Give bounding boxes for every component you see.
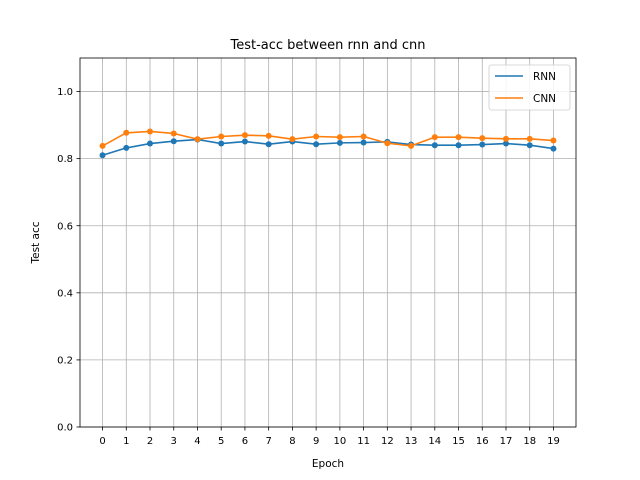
data-point-cnn bbox=[360, 133, 367, 140]
axis-ticks: 0 1 2 3 4 5 6 7 8 9 10 11 12 13 14 15 16 17 18 190.00.20.40… bbox=[57, 87, 560, 447]
data-point-cnn bbox=[526, 135, 533, 142]
data-point-rnn bbox=[99, 152, 106, 159]
data-point-cnn bbox=[218, 133, 225, 140]
legend-label-cnn: CNN bbox=[533, 93, 556, 105]
data-point-rnn bbox=[218, 140, 225, 147]
x-tick-label: 15 bbox=[452, 436, 465, 447]
x-tick-label: 4 bbox=[194, 436, 200, 447]
series-line-rnn bbox=[102, 138, 554, 157]
data-point-cnn bbox=[289, 136, 296, 143]
series-line-cnn bbox=[102, 130, 554, 147]
data-point-cnn bbox=[479, 135, 486, 142]
x-tick-label: 10 bbox=[333, 436, 346, 447]
x-tick-label: 6 bbox=[242, 436, 248, 447]
data-point-rnn bbox=[431, 142, 438, 149]
series-rnn bbox=[99, 136, 557, 159]
data-point-rnn bbox=[265, 141, 272, 148]
data-point-cnn bbox=[431, 134, 438, 141]
data-point-cnn bbox=[336, 134, 343, 141]
x-tick-label: 0 bbox=[99, 436, 105, 447]
x-tick-label: 18 bbox=[523, 436, 536, 447]
x-tick-label: 11 bbox=[357, 436, 370, 447]
data-point-rnn bbox=[170, 138, 177, 145]
data-point-rnn bbox=[123, 144, 130, 151]
x-tick-label: 19 bbox=[547, 436, 560, 447]
data-point-cnn bbox=[384, 140, 391, 147]
data-point-rnn bbox=[360, 139, 367, 146]
grid bbox=[80, 58, 576, 428]
data-point-cnn bbox=[265, 132, 272, 139]
series-layer bbox=[99, 128, 557, 159]
data-point-cnn bbox=[550, 137, 557, 144]
data-point-cnn bbox=[194, 136, 201, 143]
series-cnn bbox=[99, 128, 557, 149]
y-tick-label: 0.2 bbox=[57, 356, 73, 367]
x-tick-label: 1 bbox=[123, 436, 129, 447]
data-point-rnn bbox=[526, 142, 533, 149]
x-tick-label: 8 bbox=[289, 436, 295, 447]
x-axis-label: Epoch bbox=[312, 458, 344, 470]
x-tick-label: 14 bbox=[428, 436, 441, 447]
data-point-cnn bbox=[502, 135, 509, 142]
x-tick-label: 16 bbox=[476, 436, 489, 447]
plot-frame bbox=[79, 57, 577, 428]
y-tick-label: 0.8 bbox=[57, 154, 73, 165]
y-tick-label: 0.6 bbox=[57, 221, 73, 232]
x-tick-label: 17 bbox=[500, 436, 513, 447]
data-point-cnn bbox=[313, 133, 320, 140]
data-point-rnn bbox=[455, 142, 462, 149]
data-point-rnn bbox=[502, 140, 509, 147]
data-point-rnn bbox=[550, 145, 557, 152]
x-tick-label: 13 bbox=[405, 436, 418, 447]
x-tick-label: 3 bbox=[171, 436, 177, 447]
y-tick-label: 0.0 bbox=[57, 423, 73, 434]
data-point-rnn bbox=[241, 138, 248, 145]
data-point-cnn bbox=[147, 128, 154, 135]
y-tick-label: 1.0 bbox=[57, 87, 73, 98]
data-point-rnn bbox=[479, 141, 486, 148]
x-tick-label: 2 bbox=[147, 436, 153, 447]
data-point-cnn bbox=[123, 129, 130, 136]
x-tick-label: 5 bbox=[218, 436, 224, 447]
data-point-rnn bbox=[336, 139, 343, 146]
x-tick-label: 12 bbox=[381, 436, 394, 447]
x-tick-label: 9 bbox=[313, 436, 319, 447]
y-tick-label: 0.4 bbox=[57, 288, 73, 299]
data-point-cnn bbox=[99, 142, 106, 149]
legend: RNN CNN bbox=[488, 64, 571, 111]
data-point-cnn bbox=[408, 142, 415, 149]
chart-title: Test-acc between rnn and cnn bbox=[230, 38, 426, 53]
x-tick-label: 7 bbox=[265, 436, 271, 447]
legend-box bbox=[488, 64, 571, 111]
data-point-rnn bbox=[147, 140, 154, 147]
data-point-cnn bbox=[455, 134, 462, 141]
data-point-cnn bbox=[241, 132, 248, 139]
y-axis-label: Test acc bbox=[30, 221, 42, 264]
data-point-cnn bbox=[170, 130, 177, 137]
data-point-rnn bbox=[313, 141, 320, 148]
legend-label-rnn: RNN bbox=[533, 71, 556, 83]
